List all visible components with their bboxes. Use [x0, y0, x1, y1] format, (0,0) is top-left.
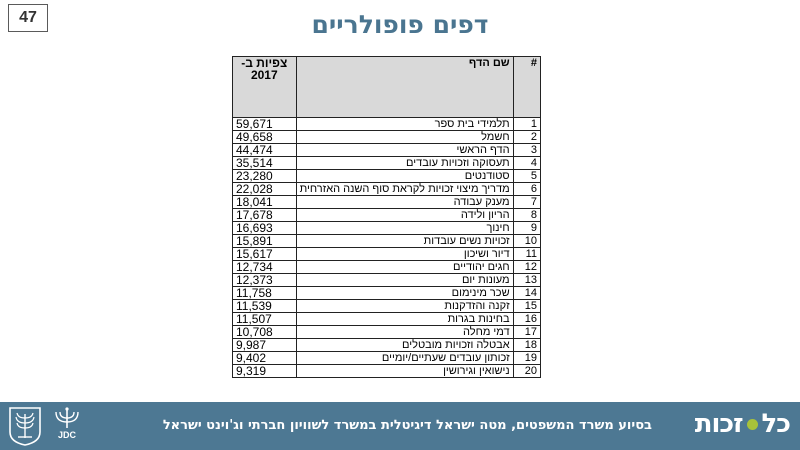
row-views: 9,319 [232, 364, 297, 378]
row-number: 18 [512, 338, 542, 352]
row-page-name: תלמידי בית ספר [295, 117, 514, 131]
row-views: 23,280 [232, 169, 297, 183]
row-views: 15,617 [232, 247, 297, 261]
row-views: 12,373 [232, 273, 297, 287]
footer-bar: בסיוע משרד המשפטים, מטה ישראל דיגיטלית ב… [0, 402, 800, 450]
row-number: 12 [512, 260, 542, 274]
row-number: 19 [512, 351, 542, 365]
kol-zchut-logo[interactable]: כל זכות [694, 409, 791, 439]
row-page-name: הדף הראשי [295, 143, 514, 157]
row-views: 44,474 [232, 143, 297, 157]
row-number: 20 [512, 364, 542, 378]
row-page-name: בחינות בגרות [295, 312, 514, 326]
header-page-name: שם הדף [295, 56, 514, 118]
row-page-name: תעסוקה וזכויות עובדים [295, 156, 514, 170]
table-row: 12 חגים יהודיים 12,734 [232, 260, 542, 274]
row-page-name: שכר מינימום [295, 286, 514, 300]
row-page-name: זקנה והזדקנות [295, 299, 514, 313]
row-page-name: מעונות יום [295, 273, 514, 287]
table-row: 18 אבטלה וזכויות מובטלים 9,987 [232, 338, 542, 352]
row-page-name: אבטלה וזכויות מובטלים [295, 338, 514, 352]
row-number: 15 [512, 299, 542, 313]
table-row: 13 מעונות יום 12,373 [232, 273, 542, 287]
table-row: 9 חינוך 16,693 [232, 221, 542, 235]
row-page-name: זכותון עובדים שעתיים/יומיים [295, 351, 514, 365]
footer-text: בסיוע משרד המשפטים, מטה ישראל דיגיטלית ב… [162, 418, 652, 433]
row-page-name: הריון ולידה [295, 208, 514, 222]
table-row: 14 שכר מינימום 11,758 [232, 286, 542, 300]
table-row: 20 נישואין וגירושין 9,319 [232, 364, 542, 378]
row-page-name: דיור ושיכון [295, 247, 514, 261]
row-number: 1 [512, 117, 542, 131]
row-views: 17,678 [232, 208, 297, 222]
row-number: 17 [512, 325, 542, 339]
table-row: 7 מענק עבודה 18,041 [232, 195, 542, 209]
row-page-name: זכויות נשים עובדות [295, 234, 514, 248]
table-row: 5 סטודנטים 23,280 [232, 169, 542, 183]
row-page-name: מדריך מיצוי זכויות לקראת סוף השנה האזרחי… [295, 182, 514, 196]
table-row: 19 זכותון עובדים שעתיים/יומיים 9,402 [232, 351, 542, 365]
slide-number: 47 [8, 4, 48, 32]
row-page-name: חגים יהודיים [295, 260, 514, 274]
row-number: 16 [512, 312, 542, 326]
jdc-label: JDC [57, 430, 76, 440]
table-row: 4 תעסוקה וזכויות עובדים 35,514 [232, 156, 542, 170]
row-page-name: סטודנטים [295, 169, 514, 183]
table-row: 17 דמי מחלה 10,708 [232, 325, 542, 339]
table-header-row: # שם הדף צפיות ב- 2017 [232, 56, 542, 118]
table-row: 10 זכויות נשים עובדות 15,891 [232, 234, 542, 248]
table-row: 3 הדף הראשי 44,474 [232, 143, 542, 157]
logo-word-kol: כל [761, 409, 791, 439]
row-views: 11,539 [232, 299, 297, 313]
page-title: דפים פופולריים [311, 10, 489, 39]
header-views-line2: 2017 [250, 68, 278, 82]
jdc-logo-icon: JDC [50, 406, 84, 446]
row-views: 22,028 [232, 182, 297, 196]
table-row: 2 חשמל 49,658 [232, 130, 542, 144]
header-views: צפיות ב- 2017 [232, 56, 297, 118]
row-number: 13 [512, 273, 542, 287]
row-number: 8 [512, 208, 542, 222]
header-num: # [512, 56, 542, 118]
table-row: 11 דיור ושיכון 15,617 [232, 247, 542, 261]
row-number: 14 [512, 286, 542, 300]
row-number: 5 [512, 169, 542, 183]
logo-word-zchut: זכות [694, 409, 744, 439]
row-number: 11 [512, 247, 542, 261]
row-page-name: חשמל [295, 130, 514, 144]
row-views: 11,758 [232, 286, 297, 300]
row-views: 16,693 [232, 221, 297, 235]
row-number: 6 [512, 182, 542, 196]
logo-dot-icon [746, 419, 758, 430]
row-number: 2 [512, 130, 542, 144]
row-number: 9 [512, 221, 542, 235]
table-row: 6 מדריך מיצוי זכויות לקראת סוף השנה האזרח… [232, 182, 542, 196]
table-row: 8 הריון ולידה 17,678 [232, 208, 542, 222]
row-page-name: מענק עבודה [295, 195, 514, 209]
row-number: 7 [512, 195, 542, 209]
header-views-line1: צפיות ב- [241, 56, 288, 70]
row-views: 15,891 [232, 234, 297, 248]
popular-pages-table: # שם הדף צפיות ב- 2017 1 תלמידי בית ספר 59,… [232, 56, 542, 378]
table-body: 1 תלמידי בית ספר 59,671 2 חשמל 49,658 3 הדף הרא… [232, 117, 542, 378]
state-emblem-icon [6, 406, 44, 446]
row-views: 35,514 [232, 156, 297, 170]
row-views: 9,402 [232, 351, 297, 365]
row-number: 3 [512, 143, 542, 157]
row-views: 18,041 [232, 195, 297, 209]
row-views: 11,507 [232, 312, 297, 326]
table-row: 1 תלמידי בית ספר 59,671 [232, 117, 542, 131]
table-row: 15 זקנה והזדקנות 11,539 [232, 299, 542, 313]
row-views: 49,658 [232, 130, 297, 144]
table-row: 16 בחינות בגרות 11,507 [232, 312, 542, 326]
row-page-name: נישואין וגירושין [295, 364, 514, 378]
row-page-name: חינוך [295, 221, 514, 235]
row-views: 9,987 [232, 338, 297, 352]
row-number: 10 [512, 234, 542, 248]
row-views: 10,708 [232, 325, 297, 339]
row-page-name: דמי מחלה [295, 325, 514, 339]
row-views: 12,734 [232, 260, 297, 274]
row-views: 59,671 [232, 117, 297, 131]
row-number: 4 [512, 156, 542, 170]
